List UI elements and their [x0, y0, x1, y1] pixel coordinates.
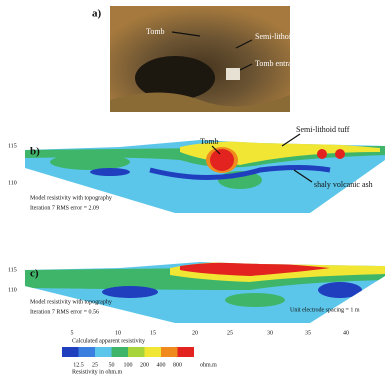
annotation: shaly volcanic ash: [314, 180, 373, 189]
panel-label: b): [30, 146, 40, 158]
colorbar-tick: 200: [140, 362, 149, 368]
colorbar-unit: ohm.m: [200, 362, 217, 368]
colorbar-swatch: [95, 347, 112, 357]
annotation: Tomb entrance: [255, 59, 303, 68]
elevation-tick: 115: [8, 267, 17, 273]
colorbar-title: Calculated apparent resistivity: [72, 338, 145, 344]
distance-tick: 25: [227, 330, 233, 336]
iteration-note: Iteration 7 RMS error = 2.09: [30, 205, 99, 211]
panel-label: c): [30, 268, 39, 280]
colorbar-caption: Resistivity in ohm.m: [72, 369, 123, 375]
elevation-tick: 115: [8, 143, 17, 149]
colorbar-swatch: [128, 347, 145, 357]
elevation-tick: 110: [8, 180, 17, 186]
colorbar-swatch: [79, 347, 96, 357]
annotation: Tomb: [200, 137, 219, 146]
distance-tick: 30: [267, 330, 273, 336]
elevation-tick: 110: [8, 287, 17, 293]
colorbar-tick: 25: [92, 362, 98, 368]
spacing-note: Unit electrode spacing = 1 m: [290, 307, 360, 313]
distance-tick: 35: [305, 330, 311, 336]
annotation: Semi-lithoid tuff: [255, 32, 309, 41]
iteration-note: Iteration 7 RMS error = 0.56: [30, 309, 99, 315]
colorbar-tick: 50: [109, 362, 115, 368]
colorbar-swatch: [112, 347, 129, 357]
section-c: [20, 255, 390, 330]
colorbar-tick: 400: [157, 362, 166, 368]
colorbar-swatch: [145, 347, 162, 357]
distance-tick: 40: [343, 330, 349, 336]
panel-label: a): [92, 8, 102, 20]
distance-tick: 20: [192, 330, 198, 336]
figure: a) Tomb Semi-lithoid tuff Tomb entrance …: [0, 0, 392, 376]
model-note: Model resistivity with topography: [30, 299, 112, 305]
colorbar-tick: 800: [173, 362, 182, 368]
distance-tick: 10: [115, 330, 121, 336]
model-note: Model resistivity with topography: [30, 195, 112, 201]
annotation: Semi-lithoid tuff: [296, 125, 350, 134]
annotation: Tomb: [146, 27, 165, 36]
colorbar-tick: 100: [124, 362, 133, 368]
distance-tick: 15: [150, 330, 156, 336]
colorbar: 12.5 25 50 100 200 400 800: [62, 347, 194, 368]
colorbar-swatch: [62, 347, 79, 357]
distance-tick: 5: [71, 330, 74, 336]
colorbar-swatch: [178, 347, 195, 357]
colorbar-tick: 12.5: [73, 362, 84, 368]
colorbar-swatch: [161, 347, 178, 357]
